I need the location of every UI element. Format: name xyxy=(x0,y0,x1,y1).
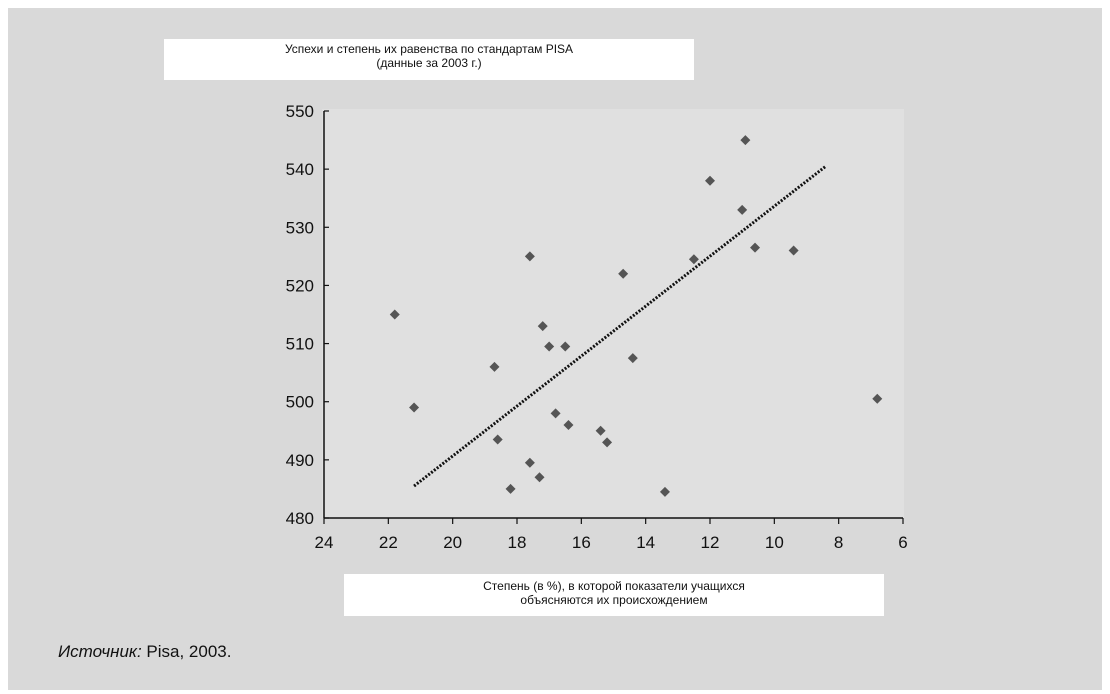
chart-figure: Успехи и степень их равенства по стандар… xyxy=(8,8,1102,690)
data-point xyxy=(595,425,606,436)
data-point xyxy=(524,251,535,262)
data-point xyxy=(872,393,883,404)
source-text: Pisa, 2003. xyxy=(141,642,232,661)
data-point xyxy=(537,321,548,332)
data-point xyxy=(560,341,571,352)
x-tick-label: 20 xyxy=(443,533,462,552)
y-tick-label: 500 xyxy=(286,393,314,412)
x-tick-label: 24 xyxy=(315,533,334,552)
source-note: Источник: Pisa, 2003. xyxy=(58,642,231,662)
y-tick-label: 480 xyxy=(286,509,314,528)
source-label: Источник: xyxy=(58,642,142,661)
x-tick-label: 16 xyxy=(572,533,591,552)
x-tick-label: 8 xyxy=(834,533,843,552)
data-point xyxy=(627,353,638,364)
data-point xyxy=(740,135,751,146)
y-tick-label: 550 xyxy=(286,102,314,121)
x-tick-label: 22 xyxy=(379,533,398,552)
x-tick-label: 18 xyxy=(508,533,527,552)
data-point xyxy=(705,175,715,186)
data-point xyxy=(524,457,535,468)
data-point xyxy=(602,437,613,448)
trend-line xyxy=(413,165,827,488)
plot-area xyxy=(322,109,904,518)
data-point xyxy=(409,402,420,413)
data-point xyxy=(389,309,400,320)
y-tick-label: 540 xyxy=(286,160,314,179)
scatter-plot: 480 490 500 510 520 530 540 550 24 22 20 18 16 14 12 10… xyxy=(286,102,908,552)
data-point xyxy=(534,472,545,483)
x-tick-label: 14 xyxy=(636,533,655,552)
data-point xyxy=(492,434,503,445)
chart-title: Успехи и степень их равенства по стандар… xyxy=(164,39,694,80)
data-point xyxy=(489,361,500,372)
chart-title-line-2: (данные за 2003 г.) xyxy=(376,56,482,70)
data-point xyxy=(737,204,748,215)
data-point xyxy=(544,341,555,352)
y-tick-label: 530 xyxy=(286,218,314,237)
y-tick-label: 520 xyxy=(286,276,314,295)
data-point xyxy=(618,268,629,279)
data-point xyxy=(505,483,516,494)
data-point xyxy=(688,254,699,265)
data-point xyxy=(659,486,670,497)
x-tick-label: 12 xyxy=(701,533,720,552)
x-axis-label-line-1: Степень (в %), в которой показатели учащ… xyxy=(483,579,745,593)
data-point xyxy=(788,245,799,256)
x-axis-label: Степень (в %), в которой показатели учащ… xyxy=(344,574,884,616)
data-point xyxy=(550,408,561,419)
x-tick-label: 10 xyxy=(765,533,784,552)
y-tick-label: 490 xyxy=(286,451,314,470)
chart-title-line-1: Успехи и степень их равенства по стандар… xyxy=(284,42,574,56)
x-tick-label: 6 xyxy=(898,533,907,552)
x-axis-label-line-2: объясняются их происхождением xyxy=(520,593,708,607)
y-tick-label: 510 xyxy=(286,335,314,354)
data-point xyxy=(750,242,761,253)
data-point xyxy=(563,419,574,430)
